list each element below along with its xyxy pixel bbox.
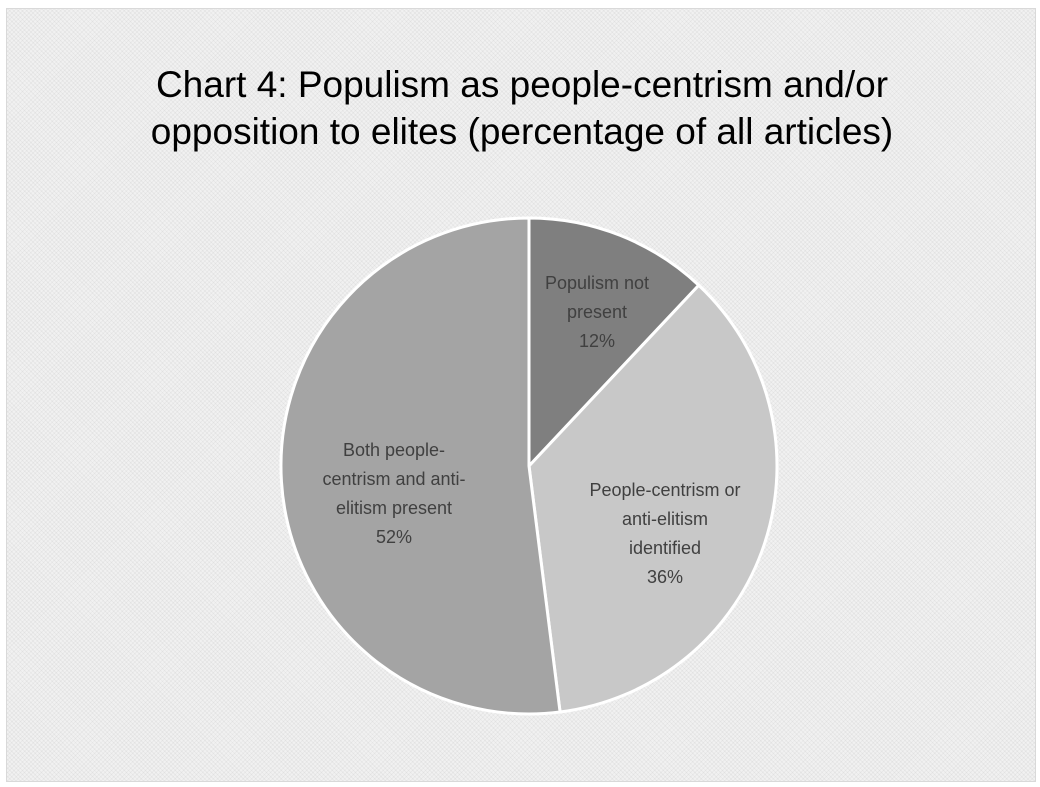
- slice-label-line: present: [567, 302, 627, 322]
- pie-slice-2: [527, 283, 779, 714]
- slice-value-label: 12%: [579, 331, 615, 351]
- slice-label-line: identified: [629, 538, 701, 558]
- slice-label-line: anti-elitism: [622, 509, 708, 529]
- slice-value-label: 36%: [647, 567, 683, 587]
- slice-value-label: 52%: [376, 527, 412, 547]
- chart-area: Chart 4: Populism as people-centrism and…: [6, 8, 1036, 782]
- chart-title: Chart 4: Populism as people-centrism and…: [7, 61, 1037, 155]
- slice-label-2: People-centrism or anti-elitism identified…: [589, 480, 740, 587]
- pie-slice-3: [279, 216, 562, 716]
- pie-slice-1: [527, 216, 701, 468]
- chart-title-line-1: Chart 4: Populism as people-centrism and…: [155, 64, 889, 105]
- slice-label-1: Populism not present 12%: [545, 273, 649, 351]
- slice-label-line: elitism present: [336, 498, 452, 518]
- pie-labels: Populism not present 12% People-centrism or…: [322, 273, 740, 587]
- slice-label-line: Both people-: [343, 440, 445, 460]
- slice-label-3: Both people-centrism and anti-elitism pr…: [322, 440, 465, 547]
- slice-label-line: centrism and anti-: [322, 469, 465, 489]
- pie-chart: Populism not present 12% People-centrism or…: [279, 216, 779, 716]
- slice-label-line: People-centrism or: [589, 480, 740, 500]
- slice-label-line: Populism not: [545, 273, 649, 293]
- pie-slices: [279, 216, 779, 716]
- chart-title-line-2: opposition to elites (percentage of all …: [150, 111, 894, 152]
